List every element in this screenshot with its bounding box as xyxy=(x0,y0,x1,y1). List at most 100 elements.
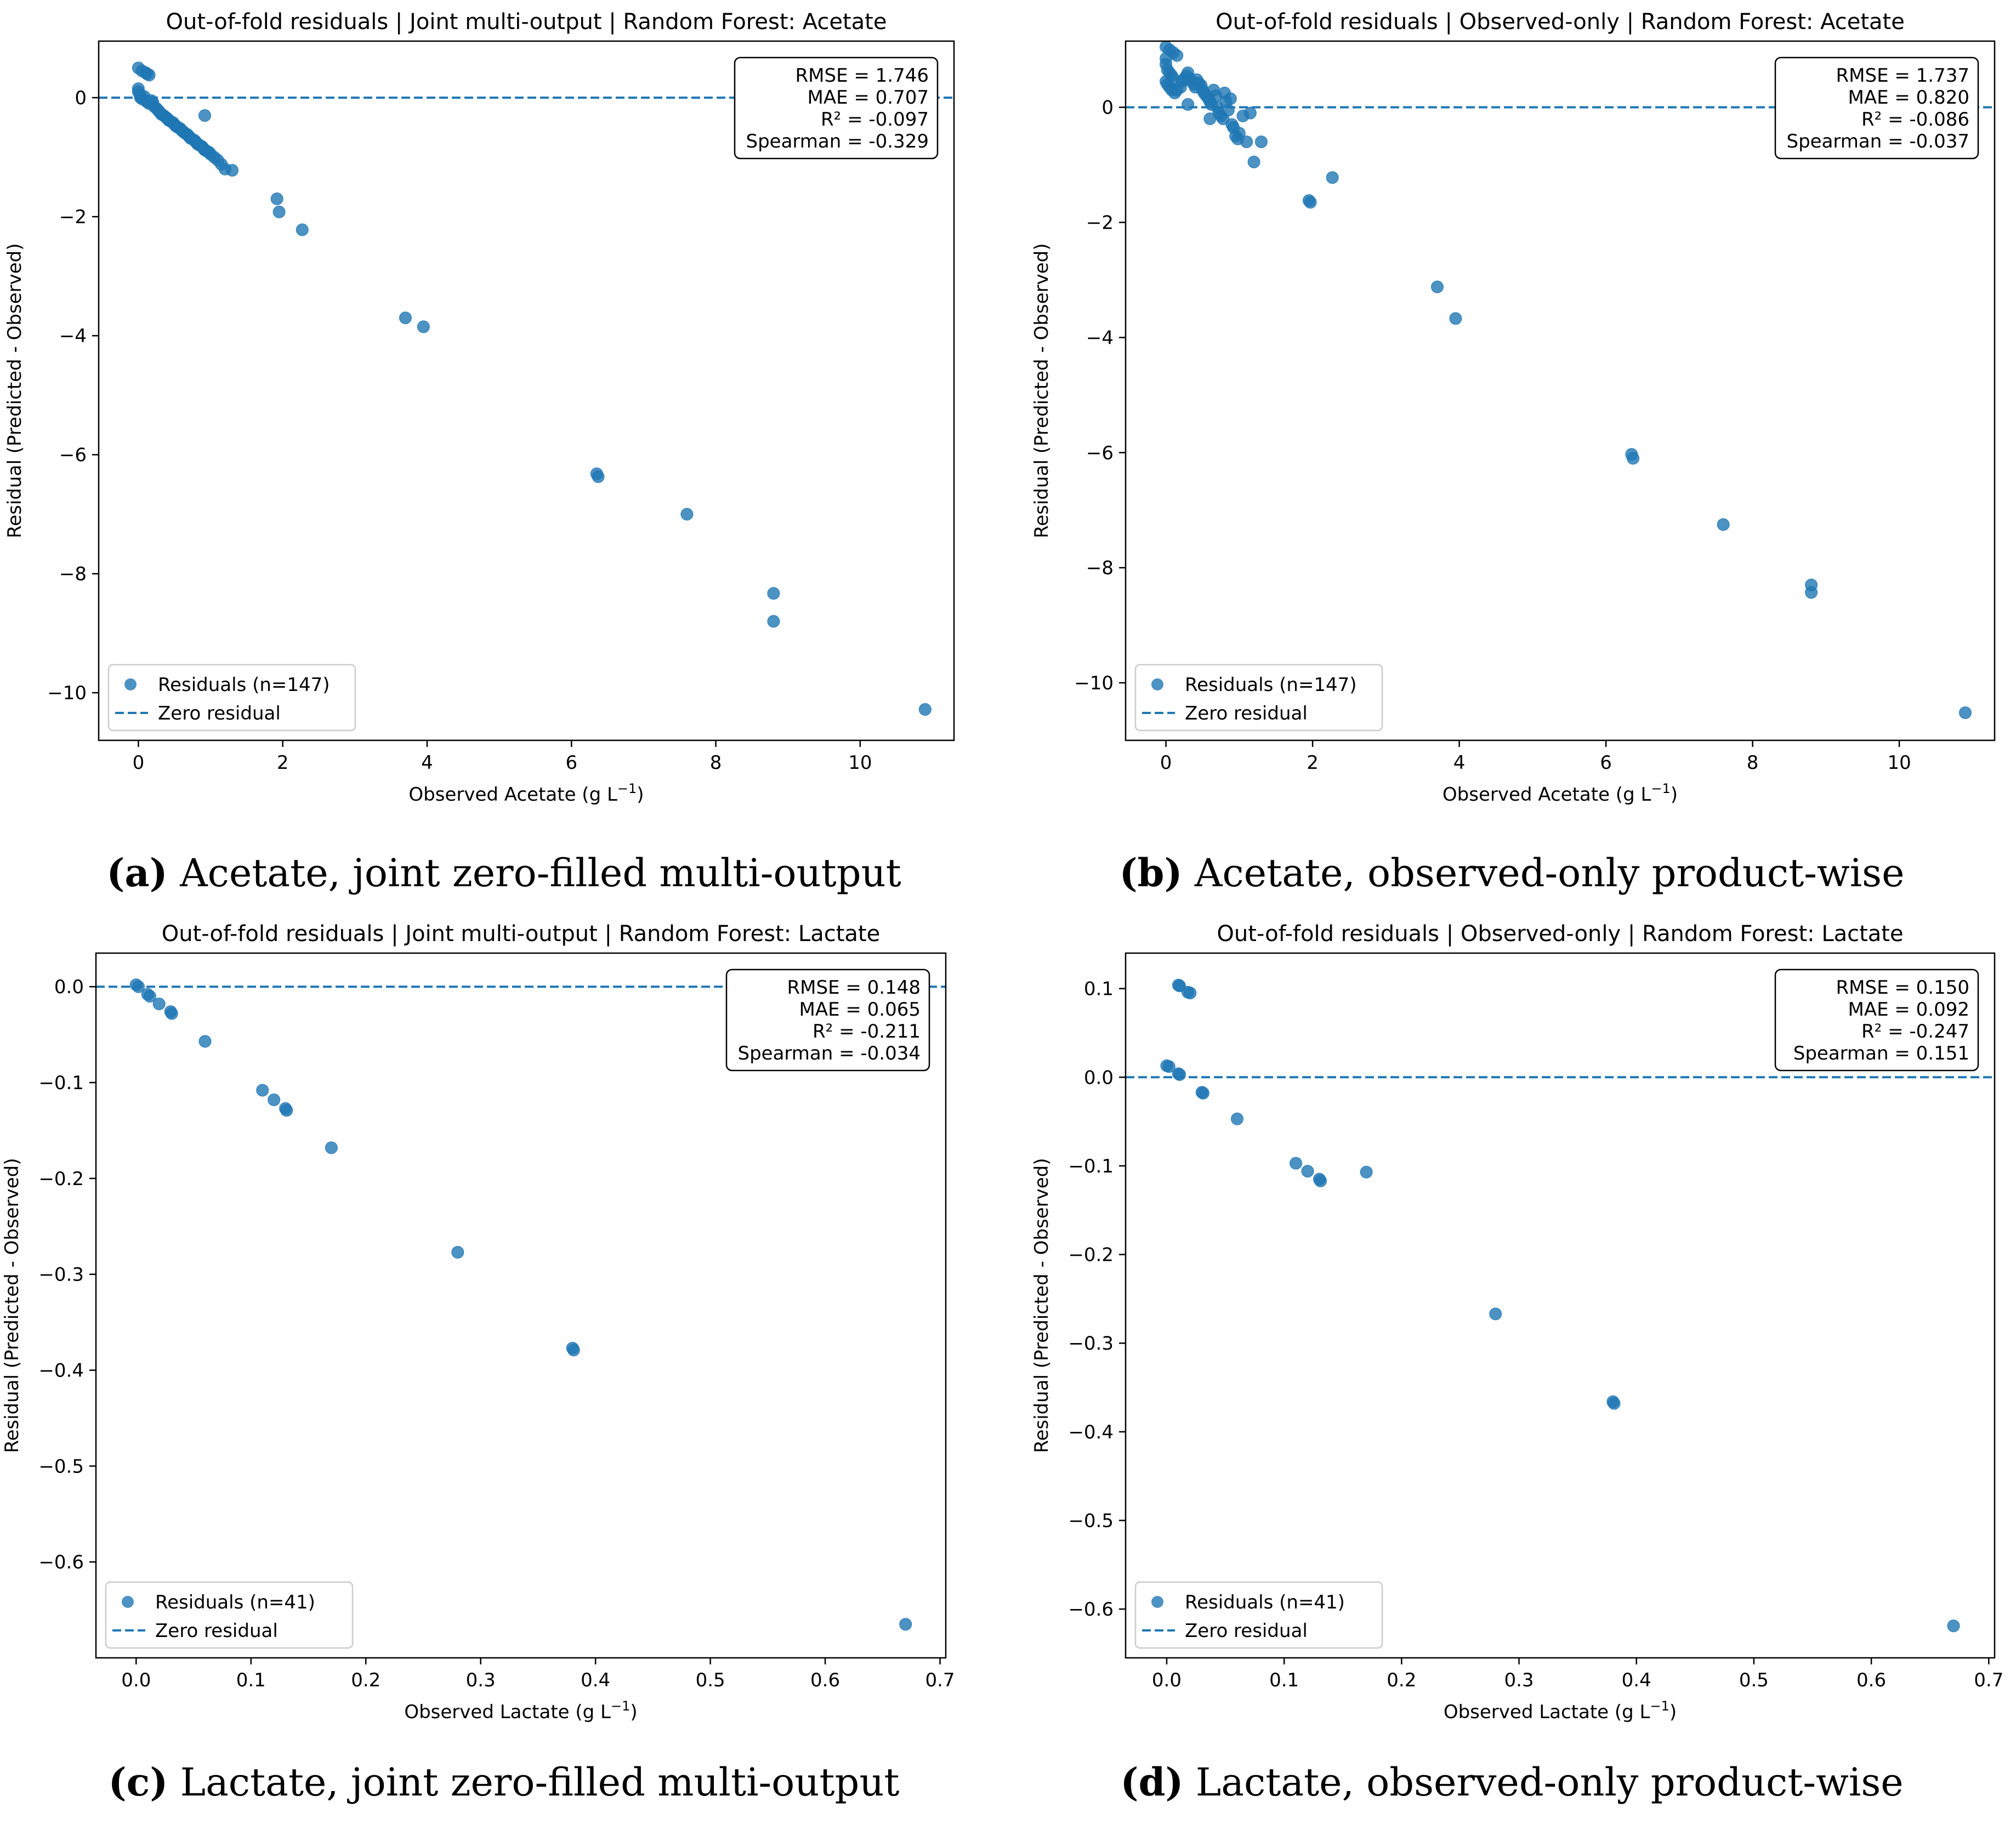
data-point xyxy=(1430,280,1444,293)
y-tick-label: −0.2 xyxy=(1068,1244,1114,1266)
x-tick-label: 0.5 xyxy=(1739,1669,1769,1691)
stats-line: MAE = 0.820 xyxy=(1848,87,1969,109)
chart-b: Out-of-fold residuals | Observed-only | … xyxy=(1031,9,1996,806)
plot-frame xyxy=(98,40,955,741)
legend-box xyxy=(105,1581,354,1649)
x-tick-label: 0.4 xyxy=(581,1669,610,1691)
data-point xyxy=(1717,518,1730,531)
data-point xyxy=(1360,1165,1373,1179)
stats-line: MAE = 0.707 xyxy=(807,87,929,109)
x-tick-label: 6 xyxy=(1600,752,1612,774)
stats-line: R² = -0.247 xyxy=(1861,1021,1969,1043)
data-point xyxy=(680,508,694,521)
caption-b: (b) Acetate, observed-only product-wise xyxy=(1008,850,2016,896)
data-point xyxy=(270,192,283,206)
data-point xyxy=(1254,135,1268,149)
caption-d-label: (d) xyxy=(1120,1759,1184,1805)
x-axis-label: Observed Acetate (g L−1) xyxy=(1443,781,1678,806)
x-tick-label: 0.7 xyxy=(1974,1669,2003,1691)
data-point xyxy=(165,1007,178,1020)
legend-marker-residuals xyxy=(1151,678,1163,690)
data-point xyxy=(272,205,286,218)
y-tick-label: −6 xyxy=(1086,442,1114,464)
legend-marker-residuals xyxy=(124,678,137,690)
x-tick-label: 0.1 xyxy=(236,1669,266,1691)
legend-box xyxy=(1134,664,1383,732)
x-tick-label: 0.0 xyxy=(1152,1669,1182,1691)
caption-b-text: Acetate, observed-only product-wise xyxy=(1182,851,1905,896)
x-axis-label: Observed Acetate (g L−1) xyxy=(408,781,644,806)
y-tick-label: −2 xyxy=(59,206,87,228)
data-point xyxy=(417,320,430,333)
data-point xyxy=(1171,49,1184,62)
stats-box xyxy=(1774,968,1979,1072)
data-point xyxy=(1162,1060,1175,1073)
y-tick-label: −0.3 xyxy=(38,1264,84,1286)
x-tick-label: 0.0 xyxy=(121,1669,151,1691)
data-point xyxy=(399,311,412,325)
chart-title: Out-of-fold residuals | Observed-only | … xyxy=(1217,921,1903,947)
y-tick-label: −2 xyxy=(1086,212,1114,234)
data-point xyxy=(1182,98,1195,111)
data-point xyxy=(567,1344,580,1357)
data-point xyxy=(1224,92,1237,105)
y-tick-label: −0.6 xyxy=(1068,1599,1114,1621)
x-tick-label: 0.6 xyxy=(810,1669,840,1691)
x-tick-label: 0 xyxy=(1160,752,1172,774)
legend-label-residuals: Residuals (n=41) xyxy=(1185,1591,1345,1613)
x-tick-label: 10 xyxy=(1887,752,1911,774)
y-axis-label: Residual (Predicted - Observed) xyxy=(1,1158,23,1453)
legend-label-zero: Zero residual xyxy=(1185,1620,1308,1642)
y-tick-label: −8 xyxy=(1086,557,1114,579)
data-point xyxy=(132,980,145,993)
legend-label-residuals: Residuals (n=41) xyxy=(155,1591,315,1613)
x-tick-label: 0.4 xyxy=(1622,1669,1651,1691)
caption-c-label: (c) xyxy=(108,1759,168,1805)
data-point xyxy=(451,1245,464,1259)
y-tick-label: 0 xyxy=(1101,97,1114,119)
data-point xyxy=(918,703,932,716)
stats-line: MAE = 0.092 xyxy=(1848,999,1969,1021)
x-tick-label: 4 xyxy=(1453,752,1466,774)
legend-marker-residuals xyxy=(122,1596,134,1608)
panel-c: Out-of-fold residuals | Joint multi-outp… xyxy=(0,912,1008,1824)
x-tick-label: 0.5 xyxy=(696,1669,725,1691)
x-tick-label: 0.7 xyxy=(925,1669,955,1691)
data-point xyxy=(1230,1112,1243,1125)
data-point xyxy=(143,69,156,82)
chart-c: Out-of-fold residuals | Joint multi-outp… xyxy=(1,921,955,1723)
y-tick-label: −6 xyxy=(59,444,87,466)
legend-label-zero: Zero residual xyxy=(1185,703,1308,724)
y-tick-label: 0 xyxy=(75,87,87,109)
panel-d: Out-of-fold residuals | Observed-only | … xyxy=(1008,912,2016,1824)
data-point xyxy=(767,615,780,628)
caption-c-text: Lactate, joint zero-filled multi-output xyxy=(168,1760,900,1805)
data-point xyxy=(592,470,605,483)
y-tick-label: −0.4 xyxy=(38,1360,84,1382)
data-point xyxy=(1326,171,1339,184)
y-tick-label: −4 xyxy=(59,325,87,347)
stats-line: RMSE = 0.148 xyxy=(787,977,921,999)
x-tick-label: 8 xyxy=(710,752,722,774)
data-point xyxy=(296,223,309,236)
stats-line: RMSE = 1.737 xyxy=(1836,65,1969,87)
data-point xyxy=(1184,987,1197,1000)
data-point xyxy=(1222,104,1235,117)
data-point xyxy=(325,1141,338,1154)
chart-d: Out-of-fold residuals | Observed-only | … xyxy=(1031,921,2003,1723)
stats-line: Spearman = -0.329 xyxy=(746,131,929,152)
caption-d-text: Lactate, observed-only product-wise xyxy=(1183,1760,1904,1805)
stats-line: Spearman = 0.151 xyxy=(1793,1043,1969,1064)
data-point xyxy=(1958,706,1972,720)
legend-label-zero: Zero residual xyxy=(155,1620,278,1642)
data-point xyxy=(280,1104,293,1117)
stats-box xyxy=(1774,56,1979,160)
x-tick-label: 4 xyxy=(421,752,433,774)
data-point xyxy=(899,1618,912,1631)
data-point xyxy=(1608,1397,1621,1410)
chart-title: Out-of-fold residuals | Observed-only | … xyxy=(1216,9,1905,35)
data-point xyxy=(1314,1174,1327,1187)
y-tick-label: −10 xyxy=(47,682,87,704)
y-axis-label: Residual (Predicted - Observed) xyxy=(4,243,26,539)
data-point xyxy=(226,163,239,177)
